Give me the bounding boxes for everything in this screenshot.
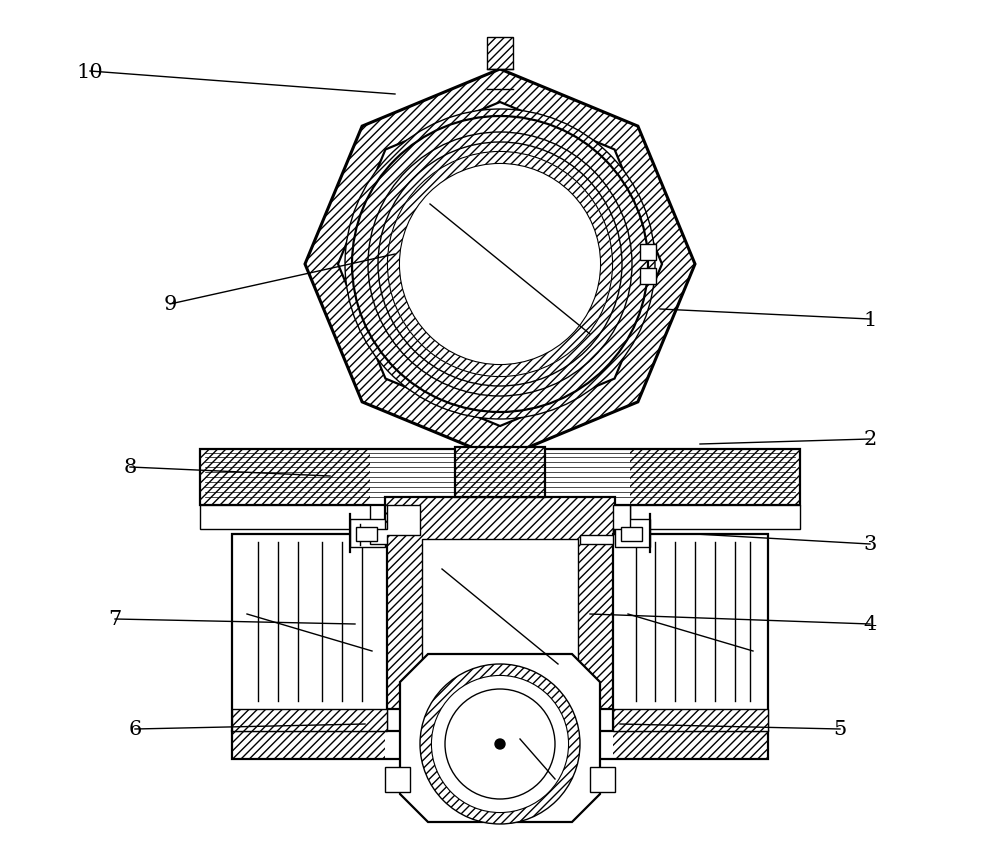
Circle shape (400, 165, 600, 365)
Text: 9: 9 (163, 295, 177, 314)
Bar (487, 38, 513, 70)
Text: 8: 8 (123, 458, 137, 477)
Polygon shape (400, 654, 600, 822)
Bar (232, 534, 387, 731)
Bar (232, 731, 768, 759)
Bar (350, 519, 385, 548)
Polygon shape (305, 70, 695, 459)
Bar (613, 534, 768, 731)
Bar (200, 450, 370, 506)
Text: 2: 2 (863, 430, 877, 449)
Circle shape (352, 116, 648, 413)
Text: 7: 7 (108, 609, 122, 629)
Polygon shape (370, 506, 420, 544)
Text: 5: 5 (833, 720, 847, 738)
Bar (590, 767, 615, 792)
Circle shape (420, 664, 580, 824)
Polygon shape (338, 103, 662, 426)
Circle shape (368, 133, 632, 397)
Bar (200, 450, 800, 506)
Text: 4: 4 (863, 614, 877, 634)
Bar (630, 506, 800, 529)
Circle shape (495, 739, 505, 749)
Circle shape (345, 110, 655, 419)
Text: 1: 1 (863, 310, 877, 329)
Bar (615, 519, 650, 548)
Circle shape (378, 143, 622, 387)
Bar (630, 450, 800, 506)
Bar (613, 731, 768, 759)
Text: 6: 6 (128, 720, 142, 738)
Circle shape (400, 165, 600, 365)
Circle shape (388, 153, 612, 376)
Bar (232, 731, 385, 759)
Bar (455, 447, 545, 497)
Bar (356, 528, 377, 541)
Circle shape (445, 690, 555, 799)
Bar (200, 506, 370, 529)
Text: 10: 10 (77, 62, 103, 81)
Circle shape (432, 676, 568, 812)
Bar (621, 528, 642, 541)
Bar (422, 539, 578, 694)
Bar (385, 497, 615, 709)
Bar (385, 497, 615, 709)
Text: 3: 3 (863, 535, 877, 554)
Bar (487, 38, 513, 70)
Bar (640, 268, 656, 284)
Polygon shape (580, 506, 630, 544)
Bar (385, 767, 410, 792)
Bar (640, 245, 656, 261)
Bar (232, 709, 387, 731)
Circle shape (432, 676, 568, 812)
Circle shape (388, 153, 612, 376)
Bar (613, 709, 768, 731)
